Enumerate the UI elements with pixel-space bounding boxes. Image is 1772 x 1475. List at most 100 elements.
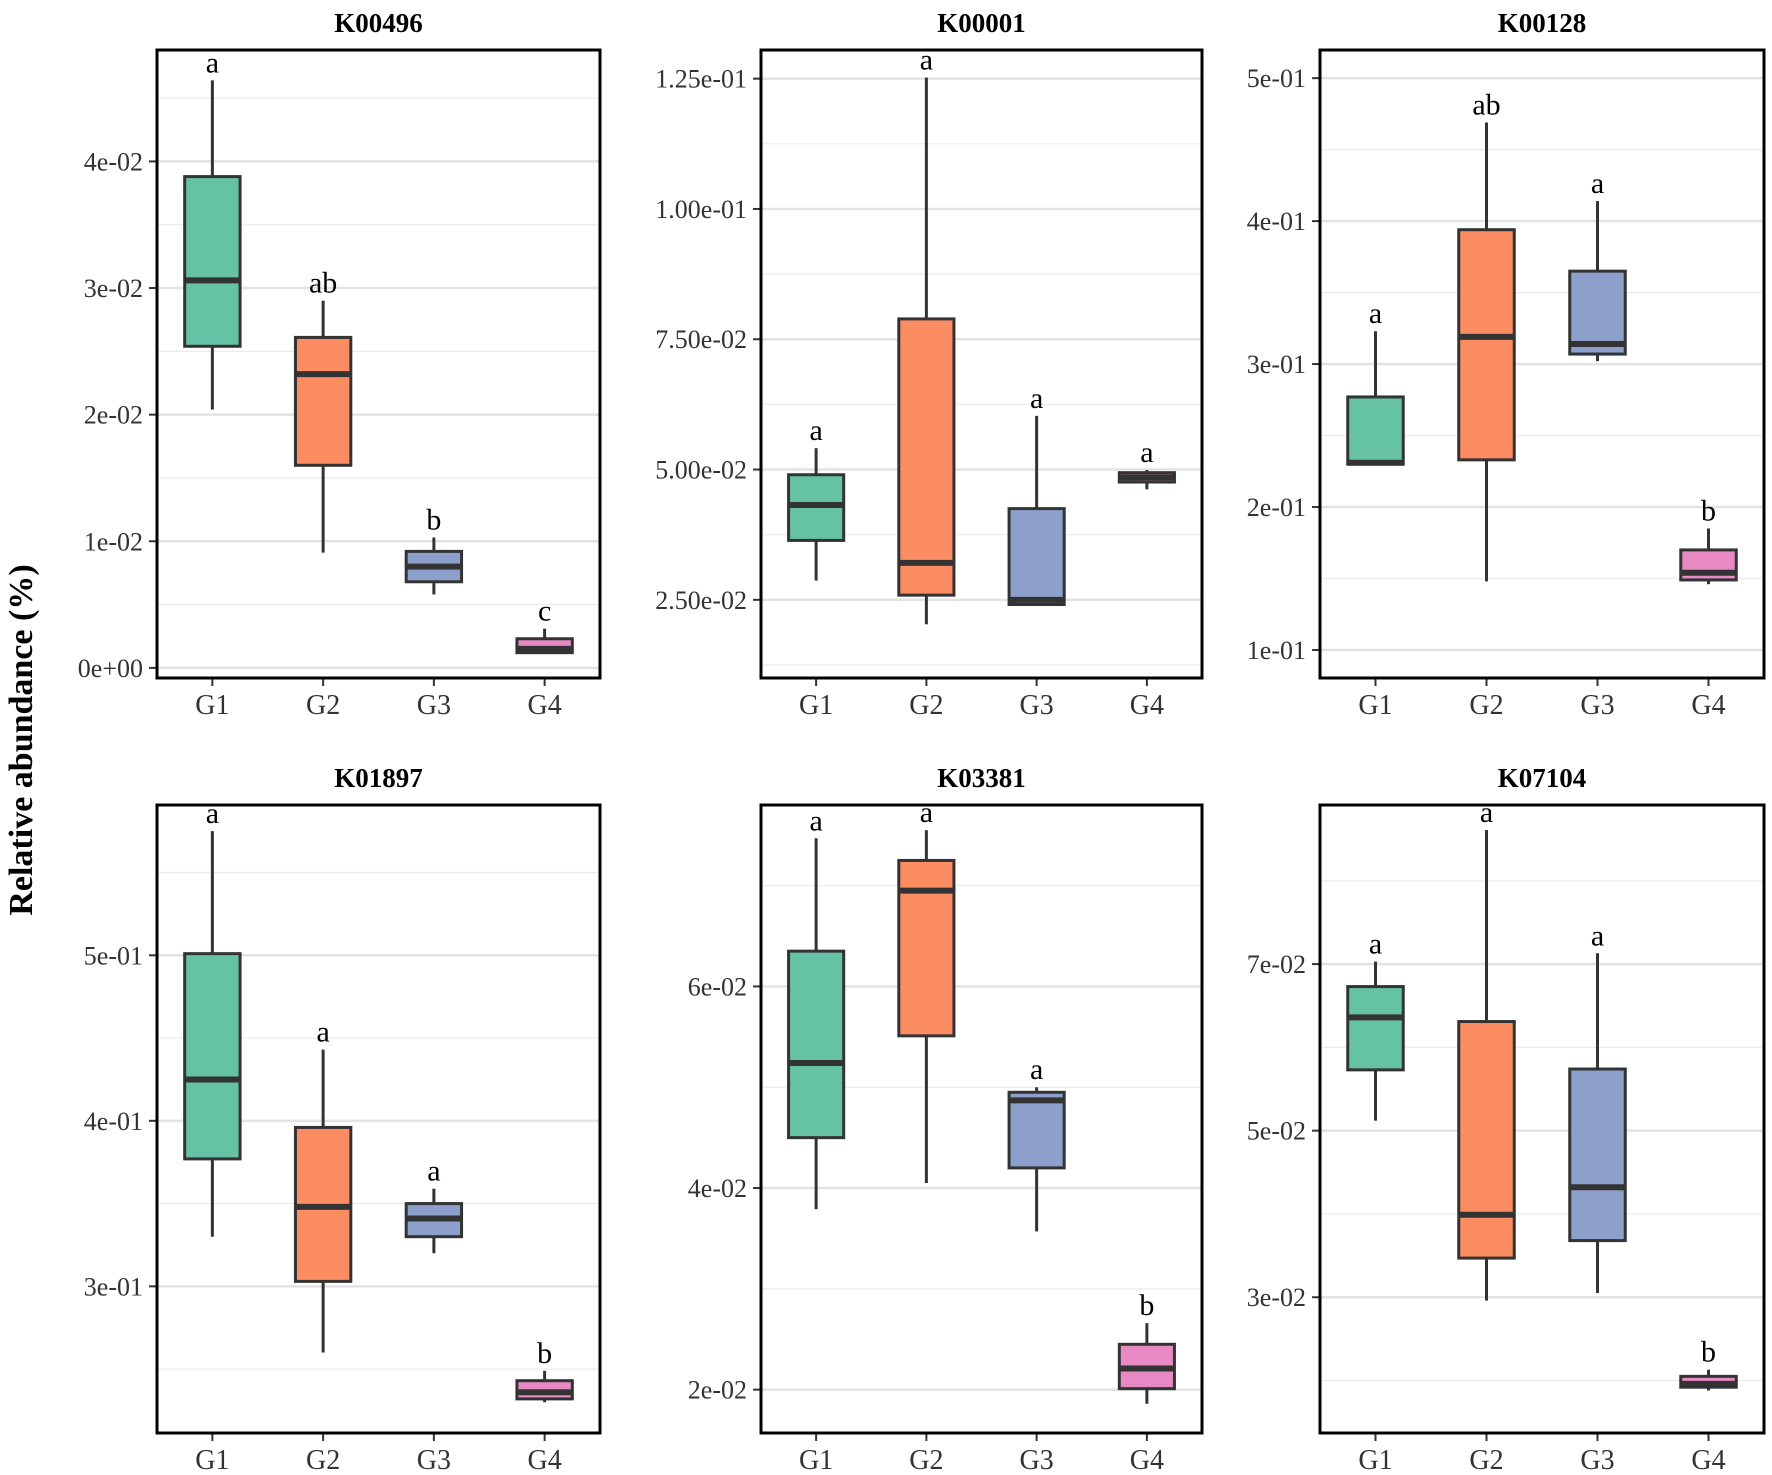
box-g4: b <box>1679 494 1738 585</box>
significance-letter: a <box>1591 167 1604 200</box>
significance-letter: a <box>206 46 219 79</box>
y-tick-label: 1e-02 <box>84 527 143 556</box>
panel-title: K00001 <box>937 8 1026 38</box>
y-tick-label: 1.00e-01 <box>655 195 747 224</box>
x-tick-label: G3 <box>1020 1445 1054 1475</box>
x-tick-label: G1 <box>1358 1445 1392 1475</box>
iqr-box <box>1568 1067 1627 1243</box>
box-g3: a <box>404 1155 464 1254</box>
y-tick-label: 5.00e-02 <box>655 456 747 485</box>
panel-k01897: K01897 3e-01 4e-01 5e-01 a a a b G1 G2 G3 G4 <box>84 763 602 1475</box>
significance-letter: b <box>537 1337 552 1370</box>
box-g4: c <box>515 595 574 655</box>
x-tick-label: G3 <box>417 1445 451 1475</box>
significance-letter: a <box>920 44 933 77</box>
panel-k07104: K07104 3e-02 5e-02 7e-02 a a a b G1 G2 G3 G4 <box>1247 763 1766 1475</box>
iqr-box <box>1457 228 1516 462</box>
x-tick-label: G2 <box>909 1445 943 1475</box>
y-tick-label: 3e-01 <box>1247 350 1306 379</box>
box-g3: a <box>1007 1053 1066 1232</box>
box-g2: a <box>897 44 956 625</box>
panel-border <box>759 803 1204 1435</box>
panel-title: K03381 <box>937 763 1026 793</box>
box-g1: a <box>183 46 242 410</box>
y-tick-label: 6e-02 <box>688 972 747 1001</box>
x-tick-label: G1 <box>195 1445 229 1475</box>
panel-border <box>1318 803 1766 1435</box>
box-g1: a <box>1346 928 1405 1121</box>
panel-k00001: K00001 2.50e-02 5.00e-02 7.50e-02 1.00e-01 1.… <box>655 8 1204 721</box>
x-tick-label: G3 <box>1580 1445 1614 1475</box>
box-g3: b <box>404 503 464 595</box>
box-g4: b <box>515 1337 574 1403</box>
iqr-box <box>897 858 956 1038</box>
x-tick-label: G2 <box>306 690 340 721</box>
significance-letter: a <box>427 1155 440 1188</box>
y-axis-label: Relative abundance (%) <box>3 564 40 915</box>
box-g2: ab <box>1457 88 1516 582</box>
y-tick-label: 3e-02 <box>1247 1283 1306 1312</box>
y-tick-label: 2.50e-02 <box>655 586 747 615</box>
significance-letter: a <box>1369 297 1382 330</box>
y-tick-label: 1.25e-01 <box>655 65 747 94</box>
x-tick-label: G4 <box>528 1445 562 1475</box>
box-g2: a <box>1457 796 1516 1301</box>
x-tick-label: G4 <box>1130 1445 1164 1475</box>
y-tick-label: 2e-01 <box>1247 493 1306 522</box>
box-g1: a <box>787 414 846 581</box>
significance-letter: a <box>1480 796 1493 829</box>
significance-letter: a <box>809 414 822 447</box>
significance-letter: a <box>1369 928 1382 961</box>
significance-letter: a <box>1591 919 1604 952</box>
significance-letter: b <box>1139 1289 1154 1322</box>
x-tick-label: G3 <box>417 690 451 721</box>
iqr-box <box>1568 269 1627 356</box>
iqr-box <box>1457 1020 1516 1260</box>
y-tick-label: 3e-02 <box>84 274 143 303</box>
x-tick-label: G1 <box>195 690 229 721</box>
y-tick-label: 4e-02 <box>688 1174 747 1203</box>
significance-letter: c <box>538 595 551 628</box>
panel-border <box>155 803 602 1435</box>
significance-letter: a <box>809 804 822 837</box>
y-tick-label: 7e-02 <box>1247 950 1306 979</box>
y-tick-label: 3e-01 <box>84 1272 143 1301</box>
box-g1: a <box>1346 297 1405 466</box>
significance-letter: a <box>206 797 219 830</box>
box-g2: a <box>897 796 956 1184</box>
significance-letter: ab <box>1472 88 1500 121</box>
y-tick-label: 4e-01 <box>84 1107 143 1136</box>
x-tick-label: G2 <box>306 1445 340 1475</box>
panel-k03381: K03381 2e-02 4e-02 6e-02 a a a b G1 G2 G3 G4 <box>688 763 1204 1475</box>
iqr-box <box>897 317 956 597</box>
y-tick-label: 5e-01 <box>84 941 143 970</box>
panel-border <box>759 48 1204 680</box>
x-tick-label: G2 <box>1469 690 1503 721</box>
iqr-box <box>1346 985 1405 1072</box>
significance-letter: a <box>316 1016 329 1049</box>
significance-letter: ab <box>309 267 337 300</box>
y-tick-label: 1e-01 <box>1247 636 1306 665</box>
box-g3: a <box>1568 167 1627 362</box>
panel-border <box>155 48 602 680</box>
panel-k00496: K00496 0e+00 1e-02 2e-02 3e-02 4e-02 a ab b c G1 G2… <box>78 8 602 721</box>
x-tick-label: G1 <box>799 690 833 721</box>
significance-letter: b <box>1701 1336 1716 1369</box>
panel-title: K01897 <box>334 763 423 793</box>
box-g2: ab <box>293 267 353 553</box>
x-tick-label: G2 <box>1469 1445 1503 1475</box>
box-g4: b <box>1117 1289 1176 1404</box>
x-tick-label: G3 <box>1580 690 1614 721</box>
box-g1: a <box>787 804 846 1210</box>
x-tick-label: G1 <box>799 1445 833 1475</box>
y-tick-label: 4e-02 <box>84 147 143 176</box>
box-g4: b <box>1679 1336 1738 1391</box>
x-tick-label: G1 <box>1358 690 1392 721</box>
significance-letter: b <box>426 503 441 536</box>
iqr-box <box>293 335 353 467</box>
panel-title: K00128 <box>1498 8 1587 38</box>
panel-title: K00496 <box>334 8 423 38</box>
x-tick-label: G4 <box>528 690 562 721</box>
